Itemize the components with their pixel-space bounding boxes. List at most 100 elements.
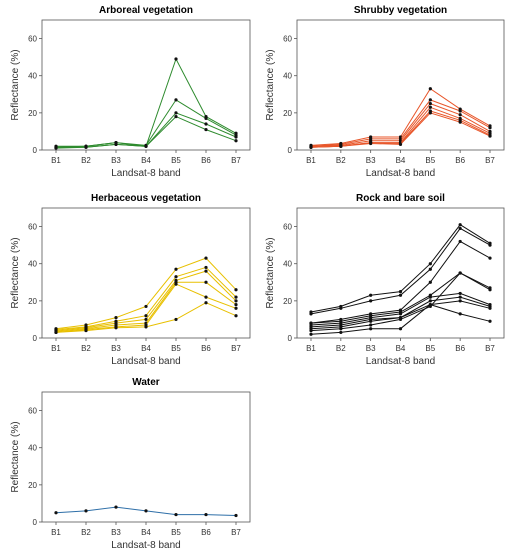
y-tick-label: 0 — [288, 334, 293, 343]
data-point — [114, 315, 118, 320]
x-tick-label: B7 — [485, 156, 495, 165]
data-point — [488, 256, 492, 260]
data-point — [234, 135, 238, 139]
series-line — [56, 57, 237, 147]
data-point — [428, 267, 432, 271]
x-axis-label: Landsat-8 band — [111, 168, 181, 179]
x-tick-label: B2 — [336, 344, 346, 353]
y-tick-label: 40 — [28, 72, 37, 81]
x-tick-label: B7 — [485, 344, 495, 353]
data-point — [234, 513, 238, 518]
x-tick-label: B1 — [51, 156, 61, 165]
data-point — [204, 122, 208, 126]
data-point — [369, 293, 373, 297]
data-point — [428, 101, 432, 106]
series-line — [55, 99, 237, 148]
plot-frame — [296, 19, 505, 151]
y-tick-label: 60 — [28, 407, 37, 416]
data-point — [458, 239, 462, 244]
x-tick-label: B3 — [111, 344, 121, 353]
y-axis-label: Reflectance (%) — [265, 49, 276, 120]
x-tick-label: B7 — [231, 344, 241, 353]
data-point — [234, 299, 238, 303]
y-tick-label: 40 — [28, 444, 37, 453]
data-point — [428, 105, 432, 109]
x-axis-label: Landsat-8 band — [111, 356, 181, 367]
x-tick-label: B5 — [171, 344, 181, 353]
data-point — [174, 267, 178, 271]
data-point — [428, 87, 432, 91]
x-tick-label: B1 — [306, 344, 316, 353]
x-tick-label: B4 — [141, 156, 151, 165]
data-point — [144, 325, 148, 329]
data-point — [458, 295, 462, 299]
y-tick-label: 20 — [28, 109, 37, 118]
data-point — [398, 312, 403, 316]
data-point — [398, 327, 403, 331]
chart-title: Arboreal vegetation — [99, 5, 193, 16]
chart-title: Herbaceous vegetation — [91, 193, 201, 204]
x-tick-label: B7 — [231, 156, 241, 165]
x-tick-label: B4 — [396, 156, 406, 165]
data-point — [144, 317, 148, 322]
data-point — [114, 326, 118, 330]
x-tick-label: B5 — [171, 156, 181, 165]
data-point — [309, 328, 313, 333]
y-tick-label: 0 — [288, 146, 293, 155]
data-point — [458, 109, 462, 113]
data-point — [339, 144, 343, 148]
data-point — [339, 306, 343, 310]
data-point — [458, 299, 462, 303]
x-tick-label: B7 — [231, 528, 241, 537]
data-point — [204, 280, 208, 284]
x-tick-label: B4 — [141, 528, 151, 537]
data-point — [174, 282, 178, 286]
data-point — [398, 289, 403, 294]
data-point — [204, 295, 208, 299]
y-tick-label: 60 — [283, 223, 292, 232]
data-point — [398, 142, 403, 147]
data-point — [369, 319, 373, 323]
x-tick-label: B3 — [111, 528, 121, 537]
data-point — [204, 116, 208, 121]
data-point — [114, 505, 118, 509]
data-point — [204, 127, 208, 132]
data-point — [488, 134, 492, 138]
data-point — [144, 314, 148, 318]
data-point — [84, 328, 88, 333]
data-point — [309, 332, 313, 336]
y-axis-label: Reflectance (%) — [10, 237, 21, 308]
data-point — [428, 280, 432, 284]
data-point — [144, 144, 148, 148]
data-point — [339, 327, 343, 331]
data-point — [488, 243, 492, 247]
data-point — [174, 275, 178, 279]
y-tick-label: 60 — [28, 35, 37, 44]
x-axis-label: Landsat-8 band — [366, 356, 436, 367]
y-tick-label: 20 — [28, 297, 37, 306]
x-tick-label: B3 — [366, 156, 376, 165]
chart-panel: Herbaceous vegetation 0 20 40 60 B1 B2 B3 B4 B5 B6… — [10, 193, 251, 367]
data-point — [428, 299, 432, 303]
data-point — [174, 114, 178, 119]
x-tick-label: B6 — [455, 344, 465, 353]
data-point — [488, 126, 492, 130]
data-point — [174, 111, 178, 115]
data-point — [234, 314, 238, 318]
data-point — [234, 295, 238, 299]
plot-frame — [41, 391, 251, 523]
y-axis-label: Reflectance (%) — [10, 49, 21, 120]
data-point — [234, 139, 238, 143]
data-point — [488, 319, 492, 323]
data-point — [428, 302, 432, 307]
chart-panel: Shrubby vegetation 0 20 40 60 B1 B2 B3 B4 B5 B6 B7 L… — [265, 5, 505, 179]
x-tick-label: B3 — [366, 344, 376, 353]
data-point — [458, 120, 462, 124]
data-point — [174, 57, 178, 61]
series-line — [310, 227, 491, 315]
x-axis-label: Landsat-8 band — [366, 168, 436, 179]
chart-panel: Water 0 20 40 60 B1 B2 B3 B4 B5 B6 B7 Landsat-8 band… — [10, 377, 251, 550]
data-point — [369, 327, 373, 331]
data-point — [458, 113, 462, 117]
chart-title: Rock and bare soil — [356, 193, 445, 204]
